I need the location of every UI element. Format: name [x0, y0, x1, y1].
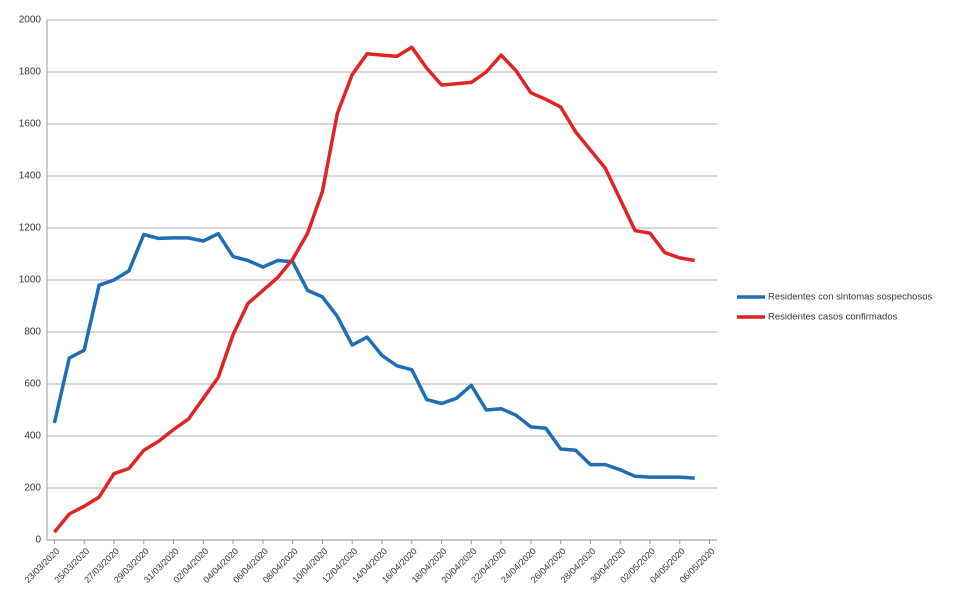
y-tick-label: 1200 [19, 223, 42, 234]
y-tick-label: 2000 [19, 15, 42, 26]
y-tick-label: 800 [24, 327, 41, 338]
y-tick-label: 400 [24, 431, 41, 442]
legend-label: Residentes con sintomas sospechosos [768, 292, 932, 303]
y-tick-label: 1400 [19, 171, 42, 182]
y-tick-label: 200 [24, 483, 41, 494]
y-tick-label: 1800 [19, 67, 42, 78]
y-tick-label: 1600 [19, 119, 42, 130]
y-tick-label: 1000 [19, 275, 42, 286]
y-tick-label: 600 [24, 379, 41, 390]
line-series [52, 231, 695, 480]
legend-label: Residentes casos confirmados [768, 312, 898, 323]
y-tick-label: 0 [35, 535, 41, 546]
line-series [53, 45, 696, 534]
